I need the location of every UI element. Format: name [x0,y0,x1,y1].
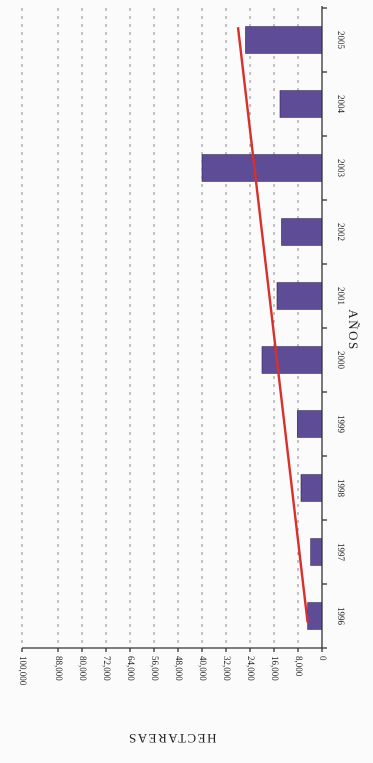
y-tick-label: 2005 [336,31,346,50]
y-tick-label: 1997 [336,543,346,562]
bar-2002 [281,218,323,246]
y-tick-labels: 1996 1997 1998 1999 2000 2001 2002 2003 2004 2005 [336,31,346,626]
x-tick-label: 48,000 [174,656,184,681]
x-tick-label: 40,000 [198,656,208,681]
bar-2003 [201,154,323,182]
y-tick-label: 1998 [336,479,346,498]
x-axis-title: HECTAREAS [127,731,216,746]
trend-line [236,27,309,623]
x-tick-label: 64,000 [126,656,136,681]
bar-2004 [279,90,323,118]
y-tick-label: 1999 [336,415,346,434]
y-tick-label: 2002 [336,223,346,241]
bar-1996 [307,602,323,630]
x-tick-label: 16,000 [270,656,280,681]
x-tick-label: 88,000 [54,656,64,681]
bar-1998 [300,474,323,502]
y-tick-label: 2001 [336,287,346,305]
x-tick-label: 56,000 [150,656,160,681]
x-tick-label: 8,000 [294,656,304,677]
grid-lines [21,8,299,648]
y-axis-title: AÑOS [346,309,361,350]
x-tick-label: 0 [318,656,328,661]
x-tick-labels: 0 8,000 16,000 24,000 32,000 40,000 48,000 56,0… [18,656,328,686]
bars-group [201,26,323,630]
x-tick-label: 100,000 [18,656,28,686]
x-tick-label: 24,000 [246,656,256,681]
x-tick-label: 80,000 [78,656,88,681]
bar-2005 [245,26,323,54]
y-tick-label: 2003 [336,159,346,178]
x-tick-label: 32,000 [222,656,232,681]
y-tick-label: 2004 [336,95,346,114]
x-tick-label: 72,000 [102,656,112,681]
bar-2000 [261,346,323,374]
axes-group [21,6,327,652]
trendline-group [236,27,309,623]
bar-2001 [276,282,323,310]
bar-1999 [297,410,323,438]
bar-1997 [310,538,323,566]
y-tick-label: 2000 [336,351,346,370]
y-tick-label: 1996 [336,607,346,626]
